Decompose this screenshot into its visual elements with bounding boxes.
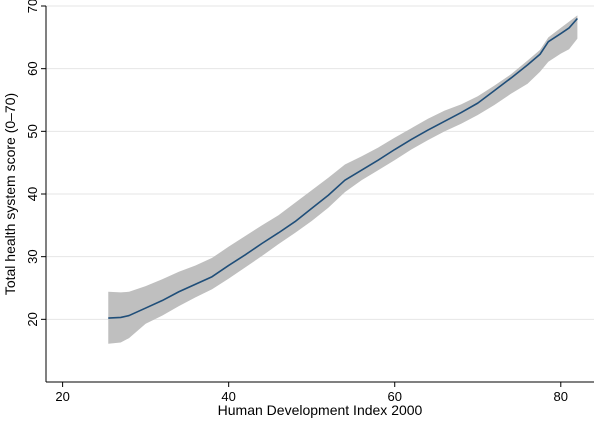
fitted-line xyxy=(108,18,578,319)
x-tick-label: 60 xyxy=(387,389,401,404)
x-tick-label: 80 xyxy=(554,389,568,404)
x-axis-title: Human Development Index 2000 xyxy=(218,402,423,418)
x-tick-label: 40 xyxy=(221,389,235,404)
y-tick-label: 20 xyxy=(25,312,40,326)
y-axis-title: Total health system score (0–70) xyxy=(2,93,18,295)
x-tick-label: 20 xyxy=(55,389,69,404)
y-tick-label: 30 xyxy=(25,249,40,263)
y-tick-label: 70 xyxy=(25,0,40,13)
y-tick-label: 60 xyxy=(25,61,40,75)
y-tick-label: 50 xyxy=(25,124,40,138)
y-tick-label: 40 xyxy=(25,187,40,201)
confidence-band xyxy=(108,15,578,344)
